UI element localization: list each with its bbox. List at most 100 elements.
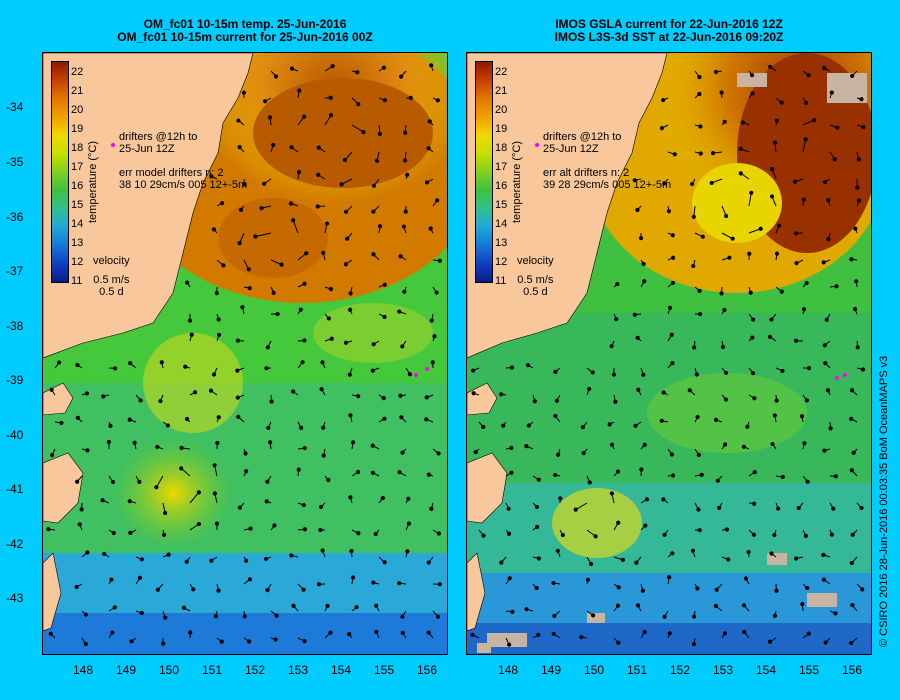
right-velocity-label: velocity <box>517 255 554 267</box>
current-vector-head <box>301 502 306 508</box>
current-vector-head <box>591 613 596 618</box>
current-vector-head <box>856 198 862 203</box>
current-vector-head <box>349 549 354 554</box>
current-vector-head <box>796 505 801 511</box>
current-vector-head <box>738 171 743 176</box>
current-vector-head <box>552 613 557 618</box>
current-vector-head <box>856 157 861 162</box>
current-vector-head <box>238 207 244 212</box>
current-vector-head <box>722 631 727 636</box>
current-vector-head <box>849 468 854 473</box>
current-vector-head <box>273 637 278 642</box>
current-vector-head <box>826 237 831 242</box>
current-vector-head <box>75 415 80 420</box>
current-vector-head <box>402 289 407 294</box>
left-velocity-scale: 0.5 m/s <box>93 274 130 286</box>
left-drifters-line2: 25-Jun 12Z <box>119 143 175 155</box>
left-cbar-tick-18: 18 <box>71 142 84 154</box>
current-vector-head <box>770 167 775 172</box>
current-vector-head <box>823 360 828 366</box>
current-vector-head <box>560 532 565 538</box>
current-vector-head <box>265 588 270 593</box>
current-vector-head <box>215 440 220 446</box>
current-vector-head <box>196 490 201 495</box>
current-vector-head <box>242 182 247 187</box>
current-vector-head <box>774 398 779 403</box>
y-tick-36: -36 <box>6 210 24 224</box>
current-vector-head <box>83 641 88 647</box>
current-vector-head <box>750 91 755 96</box>
current-vector-head <box>428 226 433 231</box>
current-vector-head <box>742 629 747 635</box>
current-vector-head <box>344 236 350 241</box>
current-vector-head <box>264 366 269 371</box>
current-vector-head <box>398 254 403 259</box>
left-cbar-tick-20: 20 <box>71 104 84 116</box>
current-vector-head <box>506 531 512 536</box>
current-vector-head <box>110 479 116 485</box>
current-vector-head <box>181 605 187 610</box>
current-vector-head <box>165 423 171 428</box>
current-vector-head <box>635 603 641 608</box>
current-vector <box>802 139 807 153</box>
current-vector-head <box>79 507 84 512</box>
current-vector-head <box>642 629 647 635</box>
current-vector-head <box>670 551 675 556</box>
current-vector-head <box>507 576 512 581</box>
current-vector-head <box>343 209 349 214</box>
current-vector-head <box>324 221 330 226</box>
right-velocity-legend: velocity 0.5 m/s 0.5 d <box>517 255 554 298</box>
current-vector-head <box>370 443 375 448</box>
current-vector-head <box>139 610 144 616</box>
current-vector-head <box>834 284 839 289</box>
current-vector-head <box>616 585 621 590</box>
current-vector-head <box>163 510 168 516</box>
current-vector-head <box>403 130 408 135</box>
current-vector-head <box>319 387 324 392</box>
current-vector-head <box>829 532 834 537</box>
current-vector-head <box>579 635 584 640</box>
current-vector-head <box>128 530 133 535</box>
right-drifters-line2: 25-Jun 12Z <box>543 143 599 155</box>
current-vector-head <box>350 575 356 580</box>
current-vector-head <box>158 398 163 404</box>
left-velocity-legend: velocity 0.5 m/s 0.5 d <box>93 255 130 298</box>
current-vector-head <box>727 255 732 260</box>
current-vector-head <box>553 472 558 478</box>
current-vector-head <box>509 365 515 370</box>
current-vector-head <box>330 64 335 69</box>
current-vector-head <box>770 441 775 447</box>
current-vector-head <box>139 557 144 562</box>
current-vector-head <box>715 478 720 483</box>
current-vector-head <box>371 183 377 188</box>
current-vector-head <box>49 453 55 458</box>
current-vector-head <box>738 146 743 151</box>
current-vector-head <box>833 611 838 616</box>
current-vector-head <box>430 360 435 365</box>
current-vector-head <box>695 586 700 591</box>
current-vector-head <box>713 417 719 422</box>
current-vector-head <box>246 639 252 644</box>
current-vector-head <box>106 439 111 445</box>
current-vector-head <box>854 279 859 284</box>
current-vector-head <box>265 479 270 484</box>
right-x-tick-156: 156 <box>842 663 863 677</box>
current-vector-head <box>405 549 410 554</box>
current-vector-head <box>833 474 838 479</box>
current-vector-head <box>659 418 664 423</box>
current-vector-head <box>611 372 617 377</box>
left-velocity-time: 0.5 d <box>99 286 124 298</box>
current-vector-head <box>524 607 529 612</box>
current-vector-head <box>377 131 383 137</box>
current-vector-head <box>607 422 612 427</box>
current-vector-head <box>852 307 858 312</box>
current-vector-head <box>321 425 326 430</box>
current-vector-head <box>849 560 854 566</box>
current-vector <box>575 502 588 511</box>
current-vector-head <box>220 201 225 206</box>
current-vector <box>351 124 364 133</box>
current-vector-head <box>536 632 541 637</box>
current-vector-head <box>437 582 442 587</box>
current-vector-head <box>74 584 79 590</box>
current-vector-head <box>526 423 531 428</box>
